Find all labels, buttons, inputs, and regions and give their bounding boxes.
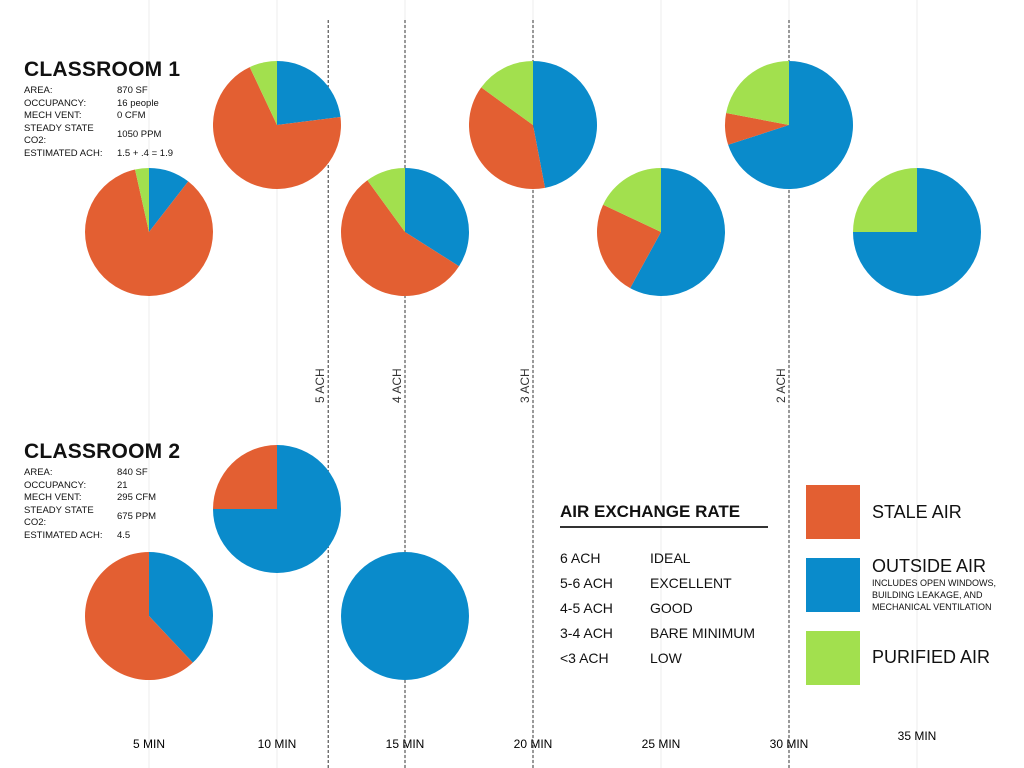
rate-row: 3-4 ACH BARE MINIMUM xyxy=(560,625,755,650)
classroom-1-stats: AREA: 870 SF OCCUPANCY: 16 people MECH VENT:… xyxy=(24,85,173,160)
stat-value: 1050 PPM xyxy=(117,128,162,140)
stat-label: OCCUPANCY: xyxy=(24,479,87,491)
stale-air-slice xyxy=(213,67,341,189)
stat-row: STEADY STATE CO2: 1050 PPM xyxy=(24,123,173,148)
rate-rating: GOOD xyxy=(650,600,693,616)
stale-air-slice xyxy=(725,113,789,145)
purified-air-slice xyxy=(726,61,789,125)
rate-rating: EXCELLENT xyxy=(650,575,732,591)
stat-row: MECH VENT: 295 CFM xyxy=(24,492,156,505)
stale-air-slice xyxy=(341,180,460,296)
stat-value: 4.5 xyxy=(117,529,131,541)
purified-air-slice xyxy=(367,168,405,232)
rate-row: <3 ACH LOW xyxy=(560,650,755,675)
ach-marker-label: 2 ACH xyxy=(774,368,788,403)
rate-rating: BARE MINIMUM xyxy=(650,625,755,641)
stale-air-slice xyxy=(469,87,545,189)
x-tick-label: 20 MIN xyxy=(514,737,553,751)
rate-rating: IDEAL xyxy=(650,550,691,566)
stat-label: STEADY STATE CO2: xyxy=(24,122,94,147)
stat-row: ESTIMATED ACH: 4.5 xyxy=(24,530,156,543)
x-tick-label: 35 MIN xyxy=(898,729,937,743)
ach-marker-label: 3 ACH xyxy=(518,368,532,403)
stat-row: AREA: 840 SF xyxy=(24,467,156,480)
classroom-1-title: CLASSROOM 1 xyxy=(24,58,181,81)
outside-air-slice xyxy=(341,552,469,680)
x-tick-label: 30 MIN xyxy=(770,737,809,751)
stale-air-slice xyxy=(85,169,213,296)
stat-value: 1.5 + .4 = 1.9 xyxy=(117,147,173,159)
stat-value: 16 people xyxy=(117,97,159,109)
stat-row: STEADY STATE CO2: 675 PPM xyxy=(24,505,156,530)
stale-air-slice xyxy=(213,445,277,509)
outside-air-slice xyxy=(405,168,469,267)
rate-ach: 6 ACH xyxy=(560,550,601,566)
stat-row: OCCUPANCY: 16 people xyxy=(24,98,173,111)
stat-label: STEADY STATE CO2: xyxy=(24,504,94,529)
x-tick-label: 15 MIN xyxy=(386,737,425,751)
purified-air-slice xyxy=(249,61,277,125)
stat-value: 675 PPM xyxy=(117,510,157,522)
outside-air-swatch xyxy=(806,558,860,612)
stat-row: ESTIMATED ACH: 1.5 + .4 = 1.9 xyxy=(24,148,173,161)
stat-value: 840 SF xyxy=(117,467,148,478)
classroom-2-title: CLASSROOM 2 xyxy=(24,440,181,463)
stat-label: ESTIMATED ACH: xyxy=(24,147,103,159)
stat-label: MECH VENT: xyxy=(24,492,82,503)
ach-marker-label: 5 ACH xyxy=(313,368,327,403)
stat-label: OCCUPANCY: xyxy=(24,97,87,109)
rate-ach: 4-5 ACH xyxy=(560,600,613,616)
stat-label: ESTIMATED ACH: xyxy=(24,529,103,541)
stat-row: MECH VENT: 0 CFM xyxy=(24,110,173,123)
rate-ach: <3 ACH xyxy=(560,650,609,666)
purified-air-slice xyxy=(135,168,149,232)
stat-row: OCCUPANCY: 21 xyxy=(24,480,156,493)
purified-air-slice xyxy=(603,168,661,232)
stat-value: 870 SF xyxy=(117,85,148,96)
outside-air-note: INCLUDES OPEN WINDOWS, BUILDING LEAKAGE,… xyxy=(872,577,996,613)
note-line: BUILDING LEAKAGE, AND xyxy=(872,590,983,600)
classroom-1-info: CLASSROOM 1 AREA: 870 SF OCCUPANCY: 16 peop… xyxy=(24,58,180,160)
air-exchange-rate-title: AIR EXCHANGE RATE xyxy=(560,502,768,528)
purified-air-swatch xyxy=(806,631,860,685)
rate-row: 6 ACH IDEAL xyxy=(560,550,755,575)
purified-air-slice xyxy=(853,168,917,232)
outside-air-slice xyxy=(533,61,597,188)
note-line: INCLUDES OPEN WINDOWS, xyxy=(872,578,997,588)
outside-air-slice xyxy=(630,168,725,296)
rate-rating: LOW xyxy=(650,650,682,666)
stat-value: 0 CFM xyxy=(117,110,146,121)
note-line: MECHANICAL VENTILATION xyxy=(872,602,992,612)
classroom-2-info: CLASSROOM 2 AREA: 840 SF OCCUPANCY: 21 MECH … xyxy=(24,440,180,542)
stat-label: AREA: xyxy=(24,85,53,96)
outside-air-slice xyxy=(149,168,189,232)
stale-air-label: STALE AIR xyxy=(872,502,962,522)
purified-air-slice xyxy=(481,61,533,125)
purified-air-label: PURIFIED AIR xyxy=(872,647,991,667)
rate-row: 5-6 ACH EXCELLENT xyxy=(560,575,755,600)
stale-air-slice xyxy=(85,552,193,681)
ach-rate-table: 6 ACH IDEAL 5-6 ACH EXCELLENT 4-5 ACH GOOD 3-4… xyxy=(560,550,755,675)
outside-air-slice xyxy=(728,61,853,189)
x-tick-label: 25 MIN xyxy=(642,737,681,751)
stat-value: 295 CFM xyxy=(117,492,157,503)
stat-label: MECH VENT: xyxy=(24,110,82,121)
stat-row: AREA: 870 SF xyxy=(24,85,173,98)
ach-marker-label: 4 ACH xyxy=(390,368,404,403)
rate-row: 4-5 ACH GOOD xyxy=(560,600,755,625)
outside-air-slice xyxy=(277,61,341,125)
x-tick-label: 5 MIN xyxy=(133,737,165,751)
stale-air-slice xyxy=(597,204,661,289)
rate-ach: 3-4 ACH xyxy=(560,625,613,641)
rate-ach: 5-6 ACH xyxy=(560,575,613,591)
outside-air-label: OUTSIDE AIR xyxy=(872,556,987,576)
stat-value: 21 xyxy=(117,479,128,491)
stale-air-swatch xyxy=(806,485,860,539)
classroom-2-stats: AREA: 840 SF OCCUPANCY: 21 MECH VENT: 295 CFM… xyxy=(24,467,156,542)
x-tick-label: 10 MIN xyxy=(258,737,297,751)
outside-air-slice xyxy=(149,552,213,663)
stat-label: AREA: xyxy=(24,467,53,478)
